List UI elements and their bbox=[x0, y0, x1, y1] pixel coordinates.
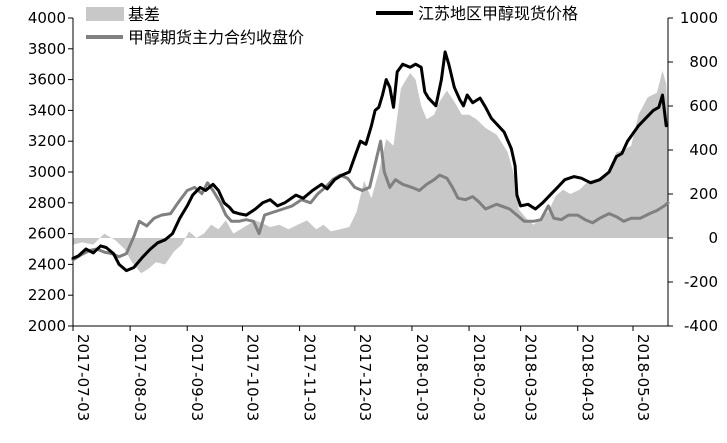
left-y-tick-label: 2600 bbox=[28, 225, 66, 243]
right-y-tick-label: 800 bbox=[689, 53, 718, 71]
left-y-tick-label: 4000 bbox=[28, 9, 66, 27]
left-y-tick-label: 3000 bbox=[28, 163, 66, 181]
x-tick-label: 2017-09-03 bbox=[188, 334, 206, 421]
right-y-tick-label: 600 bbox=[689, 97, 718, 115]
right-y-tick-label: -400 bbox=[684, 317, 718, 335]
x-tick-label: 2018-05-03 bbox=[634, 334, 652, 421]
right-y-tick-label: 400 bbox=[689, 141, 718, 159]
x-tick-label: 2018-02-03 bbox=[470, 334, 488, 421]
left-y-tick-label: 3600 bbox=[28, 71, 66, 89]
basis-area-layer bbox=[73, 70, 668, 274]
left-y-tick-label: 3800 bbox=[28, 40, 66, 58]
right-y-tick-label: 0 bbox=[708, 229, 718, 247]
right-y-tick-label: 200 bbox=[689, 185, 718, 203]
legend-label-spot: 江苏地区甲醇现货价格 bbox=[418, 4, 578, 23]
x-tick-label: 2018-03-03 bbox=[522, 334, 540, 421]
left-y-tick-label: 2200 bbox=[28, 286, 66, 304]
left-y-tick-label: 3200 bbox=[28, 132, 66, 150]
legend-swatch-basis bbox=[86, 7, 124, 21]
legend-label-futures: 甲醇期货主力合约收盘价 bbox=[128, 28, 304, 47]
right-y-tick-label: -200 bbox=[684, 273, 718, 291]
axes-layer: 2000220024002600280030003200340036003800… bbox=[28, 9, 718, 421]
right-y-tick-label: 1000 bbox=[680, 9, 718, 27]
left-y-tick-label: 3400 bbox=[28, 101, 66, 119]
x-tick-label: 2018-04-03 bbox=[579, 334, 597, 421]
futures-price-line bbox=[71, 139, 670, 262]
spot-line-layer bbox=[71, 50, 668, 273]
futures-line-layer bbox=[71, 139, 670, 262]
left-y-tick-label: 2000 bbox=[28, 317, 66, 335]
basis-area bbox=[73, 70, 668, 274]
x-tick-label: 2018-01-03 bbox=[413, 334, 431, 421]
legend: 基差 江苏地区甲醇现货价格 甲醇期货主力合约收盘价 bbox=[86, 4, 578, 47]
spot-price-line bbox=[71, 50, 668, 273]
x-tick-label: 2017-07-03 bbox=[74, 334, 92, 421]
x-tick-label: 2017-11-03 bbox=[301, 334, 319, 421]
legend-label-basis: 基差 bbox=[128, 5, 160, 24]
x-tick-label: 2017-08-03 bbox=[131, 334, 149, 421]
left-y-tick-label: 2800 bbox=[28, 194, 66, 212]
x-tick-label: 2017-10-03 bbox=[243, 334, 261, 421]
x-tick-label: 2017-12-03 bbox=[356, 334, 374, 421]
left-y-tick-label: 2400 bbox=[28, 255, 66, 273]
